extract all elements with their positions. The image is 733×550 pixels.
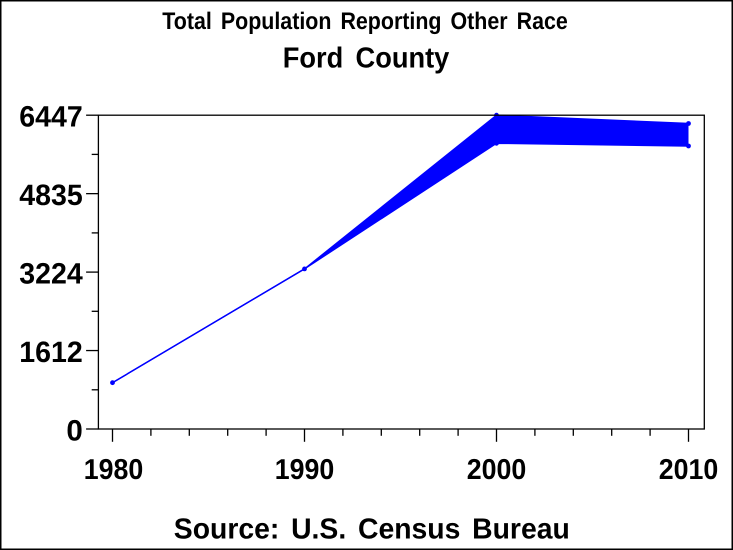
svg-text:1990: 1990 bbox=[275, 454, 335, 486]
svg-text:0: 0 bbox=[66, 415, 82, 448]
svg-text:2010: 2010 bbox=[659, 454, 719, 486]
svg-text:Ford County: Ford County bbox=[283, 43, 450, 75]
svg-text:2000: 2000 bbox=[467, 454, 527, 486]
svg-text:3224: 3224 bbox=[19, 258, 83, 291]
svg-text:1980: 1980 bbox=[84, 454, 144, 486]
svg-text:Source: U.S. Census Bureau: Source: U.S. Census Bureau bbox=[174, 513, 570, 545]
svg-text:4835: 4835 bbox=[19, 179, 83, 212]
svg-text:1612: 1612 bbox=[19, 336, 83, 369]
svg-text:6447: 6447 bbox=[19, 101, 83, 134]
svg-text:Total Population Reporting Oth: Total Population Reporting Other Race bbox=[162, 8, 568, 35]
